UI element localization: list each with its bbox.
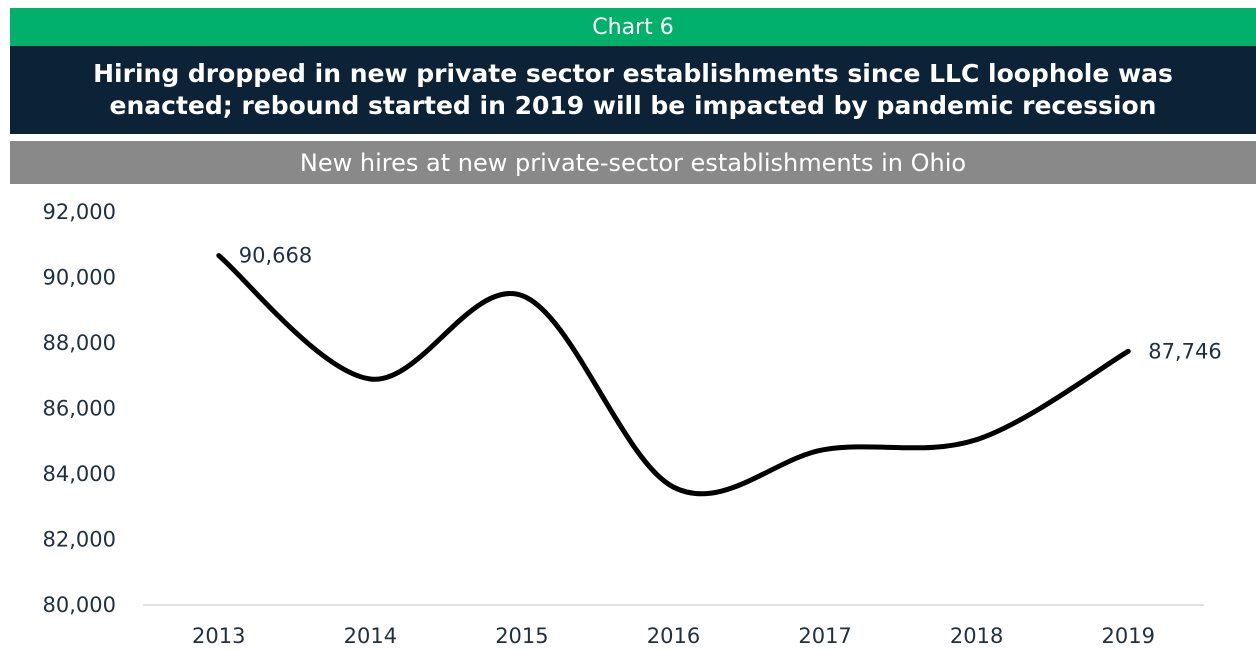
chart-title: Hiring dropped in new private sector est… bbox=[10, 46, 1256, 134]
y-tick-label: 82,000 bbox=[43, 528, 116, 552]
x-tick-label: 2018 bbox=[950, 624, 1003, 648]
y-tick-label: 92,000 bbox=[43, 200, 116, 224]
y-tick-label: 84,000 bbox=[43, 462, 116, 486]
y-tick-label: 88,000 bbox=[43, 331, 116, 355]
chart-subtitle: New hires at new private-sector establis… bbox=[10, 141, 1256, 184]
x-tick-label: 2016 bbox=[647, 624, 700, 648]
chart-number-label: Chart 6 bbox=[10, 8, 1256, 46]
y-tick-label: 90,000 bbox=[43, 266, 116, 290]
x-tick-label: 2017 bbox=[798, 624, 851, 648]
data-label: 87,746 bbox=[1148, 339, 1221, 363]
line-chart: 80,000 82,000 84,000 86,000 88,000 90,000 92,0… bbox=[43, 200, 1222, 648]
x-axis-ticks: 2013 2014 2015 2016 2017 2018 2019 bbox=[192, 624, 1155, 648]
x-tick-label: 2019 bbox=[1101, 624, 1154, 648]
y-axis-ticks: 80,000 82,000 84,000 86,000 88,000 90,000 92,0… bbox=[43, 200, 116, 617]
x-tick-label: 2014 bbox=[344, 624, 397, 648]
y-tick-label: 80,000 bbox=[43, 593, 116, 617]
data-label: 90,668 bbox=[239, 244, 312, 268]
x-tick-label: 2015 bbox=[495, 624, 548, 648]
series-line bbox=[216, 253, 1131, 497]
data-labels: 90,668 87,746 bbox=[239, 244, 1222, 364]
x-tick-label: 2013 bbox=[192, 624, 245, 648]
y-tick-label: 86,000 bbox=[43, 397, 116, 421]
